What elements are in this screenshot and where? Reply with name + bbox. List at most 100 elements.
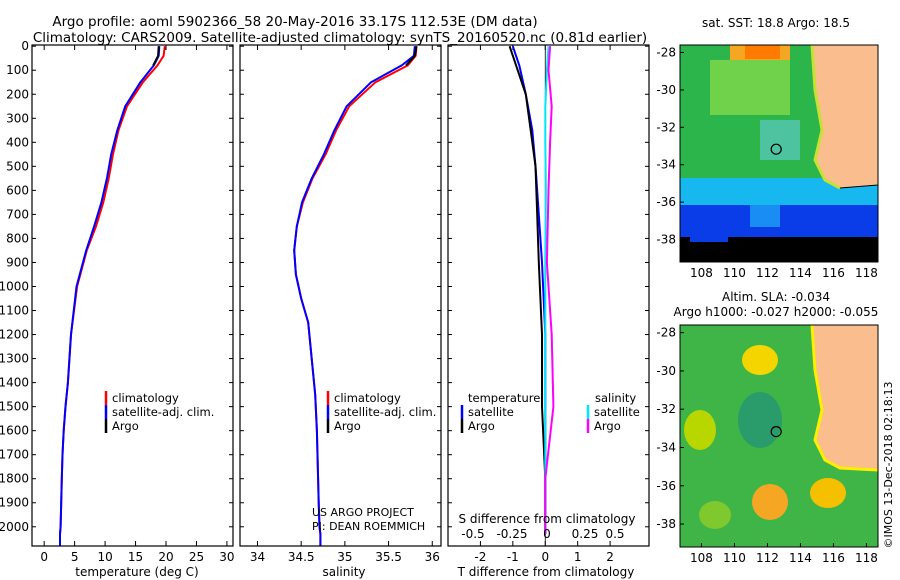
watermark: ©IMOS 13-Dec-2018 02:18:13 — [882, 382, 895, 549]
x-tick-label: 0 — [40, 550, 48, 564]
depth-tick-label: 1100 — [0, 304, 29, 318]
x-tick-label: 35.5 — [375, 550, 402, 564]
series-line-salinity-argo — [544, 46, 555, 534]
difference-legend: temperature satellite Argo salinity sate… — [460, 391, 640, 433]
secondary-tick-label: 0.25 — [572, 527, 599, 541]
legend-temp-argo-label: Argo — [468, 419, 495, 433]
depth-tick-label: 400 — [6, 135, 29, 149]
depth-tick-label: 1900 — [0, 496, 29, 510]
secondary-tick-label: -0.25 — [496, 527, 527, 541]
lon-tick-label: 110 — [723, 266, 746, 280]
sla-map-ticks: 108 110 112 114 116 118 -28 -30 -32 -34 -36 -38 — [656, 326, 878, 565]
x-tick-label: 34.5 — [288, 550, 315, 564]
x-tick-label: 0 — [541, 550, 549, 564]
lon-tick-label: 116 — [822, 266, 845, 280]
depth-tick-label: 900 — [6, 255, 29, 269]
legend-salinity-title: salinity — [595, 391, 636, 405]
lon-tick-label: 118 — [855, 551, 878, 565]
depth-tick-label: 1700 — [0, 448, 29, 462]
series-line-temperature-argo — [508, 45, 547, 534]
x-tick-label: 20 — [158, 550, 173, 564]
sla-land — [811, 325, 878, 471]
secondary-tick-label: -0.5 — [461, 527, 484, 541]
lat-tick-label: -38 — [656, 517, 676, 531]
sst-map-ticks: 108 110 112 114 116 118 -28 -30 -32 -34 -36 -38 — [656, 45, 878, 280]
title-line-1: Argo profile: aoml 5902366_58 20-May-201… — [52, 14, 537, 30]
sla-high-1 — [742, 345, 778, 375]
depth-tick-label: 200 — [6, 87, 29, 101]
lon-tick-label: 114 — [789, 551, 812, 565]
sla-mid-1 — [699, 501, 731, 529]
sst-warmest-patch — [745, 45, 780, 59]
depth-tick-label: 500 — [6, 159, 29, 173]
x-tick-label: -1 — [507, 550, 519, 564]
depth-tick-label: 1600 — [0, 424, 29, 438]
x-tick-label: 35 — [337, 550, 352, 564]
x-tick-label: 1 — [574, 550, 582, 564]
lat-tick-label: -34 — [656, 440, 676, 454]
lat-tick-label: -28 — [656, 326, 676, 340]
lat-tick-label: -32 — [656, 120, 676, 134]
sst-light-green — [710, 60, 790, 115]
x-tick-label: 5 — [71, 550, 79, 564]
salinity-axes-box — [239, 44, 442, 547]
lat-tick-label: -30 — [656, 364, 676, 378]
lon-tick-label: 112 — [756, 551, 779, 565]
legend-satellite-label: satellite-adj. clim. — [112, 405, 214, 419]
temperature-xlabel: temperature (deg C) — [75, 565, 198, 579]
temperature-panel: 0100200300400500600700800900100011001200… — [0, 39, 235, 579]
x-tick-label: 34 — [250, 550, 265, 564]
sst-map-title: sat. SST: 18.8 Argo: 18.5 — [702, 16, 850, 30]
salinity-panel: 34 34.5 35 35.5 36 salinity climatology sate… — [239, 44, 442, 579]
project-annotation: US ARGO PROJECT — [312, 506, 414, 519]
depth-tick-label: 1500 — [0, 400, 29, 414]
pi-annotation: PI: DEAN ROEMMICH — [312, 520, 425, 533]
lat-tick-label: -36 — [656, 195, 676, 209]
lon-tick-label: 116 — [822, 551, 845, 565]
altimetry-subtitle: Argo h1000: -0.027 h2000: -0.055 — [674, 305, 879, 319]
secondary-xlabel: S difference from climatology — [459, 512, 636, 526]
lat-tick-label: -38 — [656, 233, 676, 247]
lon-tick-label: 118 — [855, 266, 878, 280]
secondary-axis: -0.5 -0.25 0 0.25 0.5 — [461, 527, 624, 541]
salinity-legend: climatology satellite-adj. clim. Argo — [326, 391, 436, 433]
depth-tick-label: 700 — [6, 207, 29, 221]
sst-teal-patch — [760, 120, 800, 160]
difference-panel: -2 -1 0 1 2 T difference from climatology S … — [447, 44, 650, 579]
secondary-tick-label: 0 — [543, 527, 551, 541]
x-tick-label: 36 — [425, 550, 440, 564]
depth-tick-label: 2000 — [0, 520, 29, 534]
temperature-legend: climatology satellite-adj. clim. Argo — [104, 391, 214, 433]
depth-tick-label: 1300 — [0, 352, 29, 366]
x-tick-label: 10 — [97, 550, 112, 564]
depth-tick-label: 300 — [6, 111, 29, 125]
series-line-salinity-satellite — [544, 46, 550, 534]
depth-tick-label: 0 — [21, 39, 29, 53]
title-line-2: Climatology: CARS2009. Satellite-adjuste… — [33, 30, 647, 46]
depth-tick-label: 1000 — [0, 279, 29, 293]
x-tick-label: 15 — [128, 550, 143, 564]
lon-tick-label: 108 — [690, 551, 713, 565]
legend-climatology-label: climatology — [112, 391, 179, 405]
depth-tick-label: 1200 — [0, 328, 29, 342]
difference-axes-box — [447, 44, 650, 547]
lat-tick-label: -34 — [656, 158, 676, 172]
legend-argo-label: Argo — [112, 419, 139, 433]
lat-tick-label: -36 — [656, 479, 676, 493]
series-line-argo — [405, 46, 418, 67]
legend-temp-satellite-label: satellite — [468, 405, 514, 419]
sla-low-1 — [738, 392, 782, 448]
lon-tick-label: 110 — [723, 551, 746, 565]
sst-land — [811, 45, 878, 189]
lon-tick-label: 114 — [789, 266, 812, 280]
sla-high-2 — [684, 410, 716, 450]
series-line-argo — [152, 46, 160, 66]
temperature-axes-box — [31, 44, 234, 547]
sst-blue-notch — [690, 228, 728, 242]
difference-xlabel: T difference from climatology — [457, 565, 635, 579]
legend-sal-argo-label: Argo — [594, 419, 621, 433]
series-line-climatology — [293, 46, 418, 546]
lat-tick-label: -30 — [656, 83, 676, 97]
lon-tick-label: 112 — [756, 266, 779, 280]
